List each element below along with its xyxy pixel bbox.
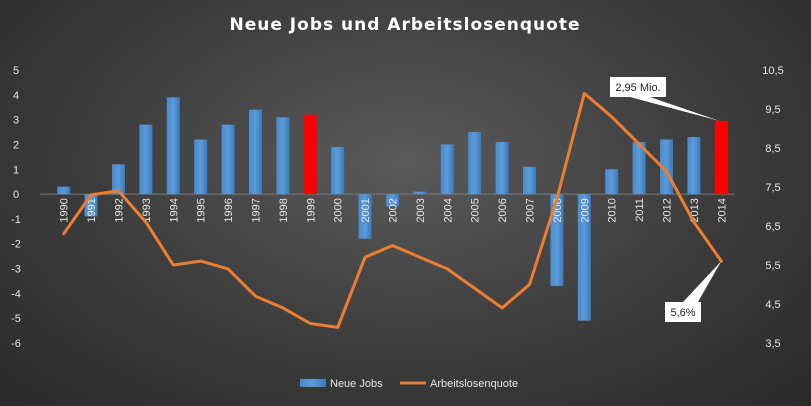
x-axis-tick: 1993: [141, 198, 153, 222]
bar-neue-jobs: [112, 164, 125, 195]
bar-neue-jobs: [468, 132, 482, 195]
x-axis-tick: 1996: [223, 198, 235, 222]
bar-neue-jobs: [276, 117, 290, 195]
right-axis: 10,5 9,5 8,5 7,5 6,5 5,5 4,5 3,5: [762, 65, 783, 350]
x-axis-tick: 2006: [497, 198, 509, 222]
x-axis-tick: 2001: [360, 198, 372, 222]
right-axis-tick: 6,5: [765, 221, 780, 233]
x-axis-tick: 1999: [305, 198, 317, 222]
x-axis-tick: 2002: [388, 198, 400, 222]
x-axis-tick: 2009: [579, 198, 591, 222]
legend-swatch-neue-jobs: [300, 379, 326, 387]
x-axis-tick: 2012: [662, 198, 674, 222]
x-axis-tick: 1998: [278, 198, 290, 222]
callout-label: 5,6%: [670, 307, 695, 319]
bar-neue-jobs: [605, 169, 619, 195]
bar-series: [40, 97, 735, 321]
bar-neue-jobs: [166, 97, 180, 195]
legend-label-arbeitslosenquote: Arbeitslosenquote: [430, 378, 518, 390]
line-series: [62, 91, 723, 329]
bar-neue-jobs: [523, 166, 536, 195]
right-axis-tick: 10,5: [762, 65, 783, 77]
x-axis-tick: 2000: [333, 198, 345, 222]
left-axis-tick: -4: [11, 288, 21, 300]
legend: Neue Jobs Arbeitslosenquote: [300, 378, 518, 390]
x-axis-tick: 1995: [196, 198, 208, 222]
annotations: 2,95 Mio. 5,6%: [610, 77, 722, 322]
x-axis-tick: 2007: [525, 198, 537, 222]
line-arbeitslosenquote: [62, 91, 723, 329]
bar-neue-jobs: [550, 194, 564, 286]
left-axis-tick: -1: [11, 214, 21, 226]
x-axis-tick: 1991: [86, 198, 98, 222]
x-axis-tick: 1994: [168, 198, 180, 222]
left-axis-tick: -2: [11, 239, 21, 251]
bar-neue-jobs: [139, 124, 153, 195]
legend-label-neue-jobs: Neue Jobs: [330, 378, 383, 390]
chart-title: Neue Jobs und Arbeitslosenquote: [230, 15, 581, 35]
left-axis: 5 4 3 2 1 0 -1 -2 -3 -4 -5 -6: [11, 65, 21, 350]
x-axis-tick: 2010: [607, 198, 619, 222]
bar-neue-jobs: [57, 186, 71, 195]
x-axis-tick: 2003: [415, 198, 427, 222]
left-axis-tick: 4: [13, 90, 19, 102]
x-axis-tick: 1992: [114, 198, 126, 222]
bar-neue-jobs: [303, 114, 317, 195]
bar-neue-jobs: [331, 146, 345, 195]
callout-box: [665, 302, 701, 322]
x-axis-tick: 2011: [634, 198, 646, 222]
bar-neue-jobs: [386, 194, 399, 207]
bar-neue-jobs: [249, 109, 262, 195]
right-axis-tick: 8,5: [765, 143, 780, 155]
right-axis-tick: 7,5: [765, 182, 780, 194]
left-axis-tick: 1: [13, 164, 19, 176]
bar-neue-jobs: [413, 191, 427, 195]
left-axis-tick: 5: [13, 65, 19, 77]
bar-neue-jobs: [495, 141, 509, 195]
callout-pointer: [630, 97, 720, 121]
callout-pointer: [683, 261, 722, 302]
bar-neue-jobs: [221, 124, 235, 195]
x-axis-tick: 2014: [716, 198, 728, 222]
left-axis-tick: 3: [13, 115, 19, 127]
right-axis-tick: 3,5: [765, 338, 780, 350]
bar-neue-jobs: [632, 141, 646, 195]
bar-neue-jobs: [577, 194, 591, 321]
left-axis-tick: -3: [11, 264, 21, 276]
left-axis-tick: 2: [13, 139, 19, 151]
x-axis-ticks: 1990 1991 1992 1993 1994 1995 1996 1997 1998 1999…: [59, 198, 729, 222]
x-axis-tick: 1990: [59, 198, 71, 222]
left-axis-tick: -6: [11, 338, 21, 350]
bar-neue-jobs: [687, 137, 701, 195]
right-axis-tick: 9,5: [765, 104, 780, 116]
bar-neue-jobs: [194, 139, 208, 195]
x-axis-tick: 1997: [251, 198, 263, 222]
x-axis-tick: 2004: [442, 198, 454, 222]
left-axis-tick: 0: [13, 189, 19, 201]
right-axis-tick: 5,5: [765, 260, 780, 272]
bar-neue-jobs: [358, 194, 372, 239]
callout-box: [610, 77, 666, 97]
left-axis-tick: -5: [11, 313, 21, 325]
callout-label: 2,95 Mio.: [615, 82, 660, 94]
x-axis-tick: 2005: [470, 198, 482, 222]
bar-neue-jobs: [714, 120, 728, 195]
right-axis-tick: 4,5: [765, 299, 780, 311]
bar-neue-jobs: [440, 144, 454, 195]
